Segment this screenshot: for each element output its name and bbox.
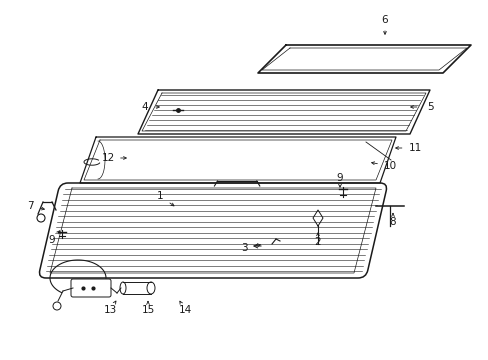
Text: 2: 2 <box>314 237 321 247</box>
Text: 12: 12 <box>101 153 114 163</box>
Text: 4: 4 <box>142 102 148 112</box>
Text: 3: 3 <box>240 243 247 253</box>
Text: 1: 1 <box>156 191 163 201</box>
Text: 6: 6 <box>381 15 387 25</box>
Text: 14: 14 <box>178 305 191 315</box>
Text: 13: 13 <box>103 305 116 315</box>
Text: 8: 8 <box>389 217 395 227</box>
Text: 5: 5 <box>426 102 432 112</box>
Text: 10: 10 <box>383 161 396 171</box>
Text: 7: 7 <box>27 201 33 211</box>
Text: 15: 15 <box>141 305 154 315</box>
Text: 11: 11 <box>407 143 421 153</box>
Text: 9: 9 <box>336 173 343 183</box>
Text: 9: 9 <box>49 235 55 245</box>
